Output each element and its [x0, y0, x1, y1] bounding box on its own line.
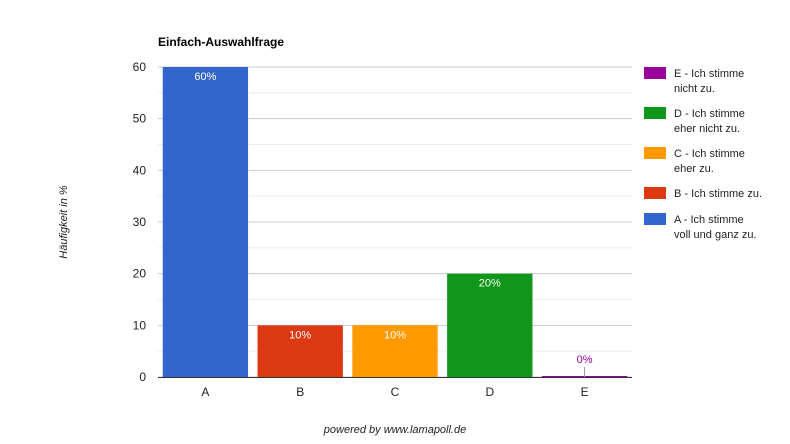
- legend-label: nicht zu.: [674, 83, 715, 95]
- data-label: 60%: [194, 71, 216, 83]
- legend-swatch: [644, 107, 666, 119]
- y-tick-label: 20: [133, 267, 147, 281]
- footer-credit: powered by www.lamapoll.de: [323, 424, 466, 436]
- bar-c: [352, 325, 438, 377]
- y-tick-label: 40: [133, 163, 147, 177]
- x-tick-label: C: [391, 385, 400, 399]
- chart-title: Einfach-Auswahlfrage: [158, 35, 284, 49]
- data-label: 10%: [384, 329, 406, 341]
- legend-label: eher nicht zu.: [674, 123, 740, 135]
- bar-d: [447, 273, 533, 377]
- y-axis-label: Häufigkeit in %: [58, 185, 70, 259]
- data-labels: 60% 10% 10% 20% 0%: [194, 71, 592, 366]
- legend-swatch: [644, 213, 666, 225]
- y-tick-label: 30: [133, 215, 147, 229]
- legend: E - Ich stimme nicht zu. D - Ich stimme ehe…: [644, 67, 762, 241]
- legend-swatch: [644, 67, 666, 79]
- legend-swatch: [644, 187, 666, 199]
- y-tick-label: 10: [133, 318, 147, 332]
- bar-b: [257, 325, 343, 377]
- legend-label: A - Ich stimme: [674, 214, 744, 226]
- y-tick-label: 60: [133, 60, 147, 74]
- legend-swatch: [644, 147, 666, 159]
- x-tick-label: A: [201, 385, 209, 399]
- legend-label: C - Ich stimme: [674, 148, 745, 160]
- legend-label: eher zu.: [674, 163, 714, 175]
- x-tick-label: B: [296, 385, 304, 399]
- legend-label: voll und ganz zu.: [674, 229, 757, 241]
- data-label: 20%: [479, 278, 501, 290]
- y-tick-label: 0: [139, 370, 146, 384]
- y-tick-label: 50: [133, 112, 147, 126]
- data-label: 10%: [289, 329, 311, 341]
- data-label: 0%: [577, 354, 593, 366]
- axis-ticks: 0 10 20 30 40 50 60 A B C D E: [133, 60, 589, 399]
- x-tick-label: E: [581, 385, 589, 399]
- legend-label: D - Ich stimme: [674, 108, 745, 120]
- bars: [162, 67, 628, 377]
- bar-a: [162, 67, 249, 377]
- x-tick-label: D: [485, 385, 494, 399]
- legend-label: B - Ich stimme zu.: [674, 188, 762, 200]
- legend-label: E - Ich stimme: [674, 68, 744, 80]
